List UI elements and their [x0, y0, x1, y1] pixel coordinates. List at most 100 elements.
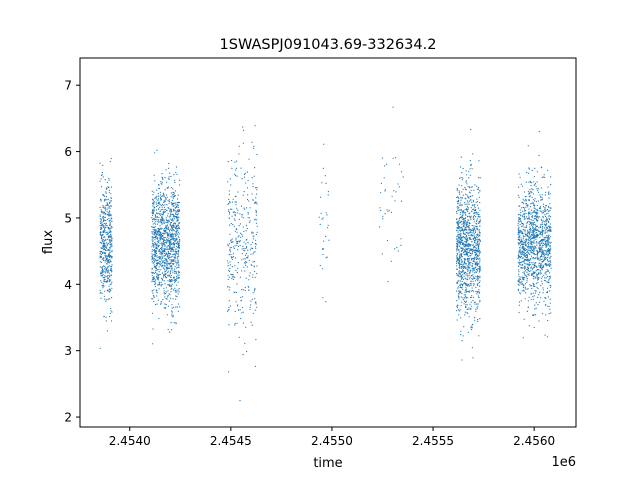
data-point — [530, 245, 532, 247]
data-point — [473, 221, 475, 223]
data-point — [548, 230, 550, 232]
data-point — [108, 253, 110, 256]
data-point — [247, 249, 249, 251]
data-point — [101, 271, 103, 273]
data-point — [159, 191, 161, 193]
data-point — [244, 254, 247, 256]
data-point — [461, 292, 463, 295]
data-point — [531, 202, 533, 204]
data-point — [158, 288, 160, 290]
data-point — [160, 182, 162, 184]
data-point — [110, 186, 112, 188]
data-point — [103, 270, 105, 272]
data-point — [163, 255, 165, 257]
data-point — [470, 248, 472, 250]
data-point — [164, 251, 166, 253]
data-point — [168, 274, 170, 276]
data-point — [474, 277, 476, 280]
data-point — [176, 264, 178, 266]
data-point — [243, 248, 245, 250]
data-point — [534, 182, 537, 185]
data-point — [479, 209, 481, 212]
data-point — [106, 259, 109, 261]
data-point — [177, 256, 179, 258]
data-point — [525, 233, 527, 235]
data-point — [532, 193, 534, 195]
data-point — [467, 232, 469, 234]
data-point — [465, 245, 467, 247]
data-point — [110, 320, 113, 322]
data-point — [464, 254, 466, 256]
data-point — [163, 230, 165, 232]
data-point — [168, 230, 171, 232]
data-point — [518, 196, 520, 198]
data-point — [543, 249, 545, 251]
data-point — [524, 271, 526, 273]
data-point — [456, 188, 458, 190]
data-point — [228, 209, 230, 211]
data-point — [242, 126, 244, 128]
data-point — [544, 224, 546, 226]
data-point — [233, 218, 235, 220]
data-point — [107, 249, 109, 251]
data-point — [478, 271, 481, 273]
data-point — [461, 283, 463, 285]
data-point — [235, 291, 238, 294]
data-point — [104, 278, 106, 281]
data-point — [386, 163, 388, 165]
data-point — [476, 244, 478, 246]
data-point — [255, 209, 257, 211]
data-point — [540, 240, 542, 243]
data-point — [463, 263, 465, 265]
data-point — [459, 280, 461, 282]
data-point — [246, 238, 248, 241]
data-point — [242, 296, 244, 298]
data-point — [526, 257, 528, 259]
data-point — [153, 210, 155, 212]
data-point — [542, 292, 544, 294]
data-point — [151, 249, 153, 251]
data-point — [153, 276, 155, 278]
data-point — [457, 196, 459, 198]
data-point — [99, 347, 101, 349]
data-point — [100, 210, 102, 212]
data-point — [394, 200, 396, 202]
data-point — [541, 268, 543, 270]
data-point — [457, 203, 459, 205]
data-point — [468, 291, 470, 293]
data-point — [153, 272, 155, 274]
data-point — [161, 254, 163, 256]
data-point — [109, 274, 111, 276]
data-point — [152, 229, 154, 231]
data-point — [101, 268, 103, 270]
data-point — [232, 278, 234, 281]
data-point — [109, 316, 111, 318]
data-point — [524, 298, 526, 300]
data-point — [519, 236, 521, 238]
data-point — [540, 187, 543, 189]
data-point — [169, 244, 171, 246]
data-point — [235, 204, 237, 206]
y-tick-label: 6 — [64, 145, 72, 159]
data-point — [526, 254, 528, 256]
data-point — [163, 195, 165, 197]
data-point — [157, 229, 160, 231]
data-point — [524, 244, 526, 246]
data-point — [465, 288, 468, 290]
data-point — [541, 233, 544, 235]
data-point — [156, 198, 158, 200]
data-point — [176, 278, 178, 280]
data-point — [163, 280, 165, 282]
data-point — [109, 200, 111, 202]
data-point — [177, 249, 179, 251]
data-point — [168, 216, 170, 218]
data-point — [533, 232, 535, 234]
data-point — [163, 236, 165, 239]
data-point — [156, 292, 158, 294]
data-point — [466, 273, 468, 275]
data-point — [460, 250, 462, 252]
data-point — [176, 306, 178, 308]
data-point — [460, 285, 462, 287]
data-point — [529, 192, 531, 194]
data-point — [545, 250, 547, 252]
